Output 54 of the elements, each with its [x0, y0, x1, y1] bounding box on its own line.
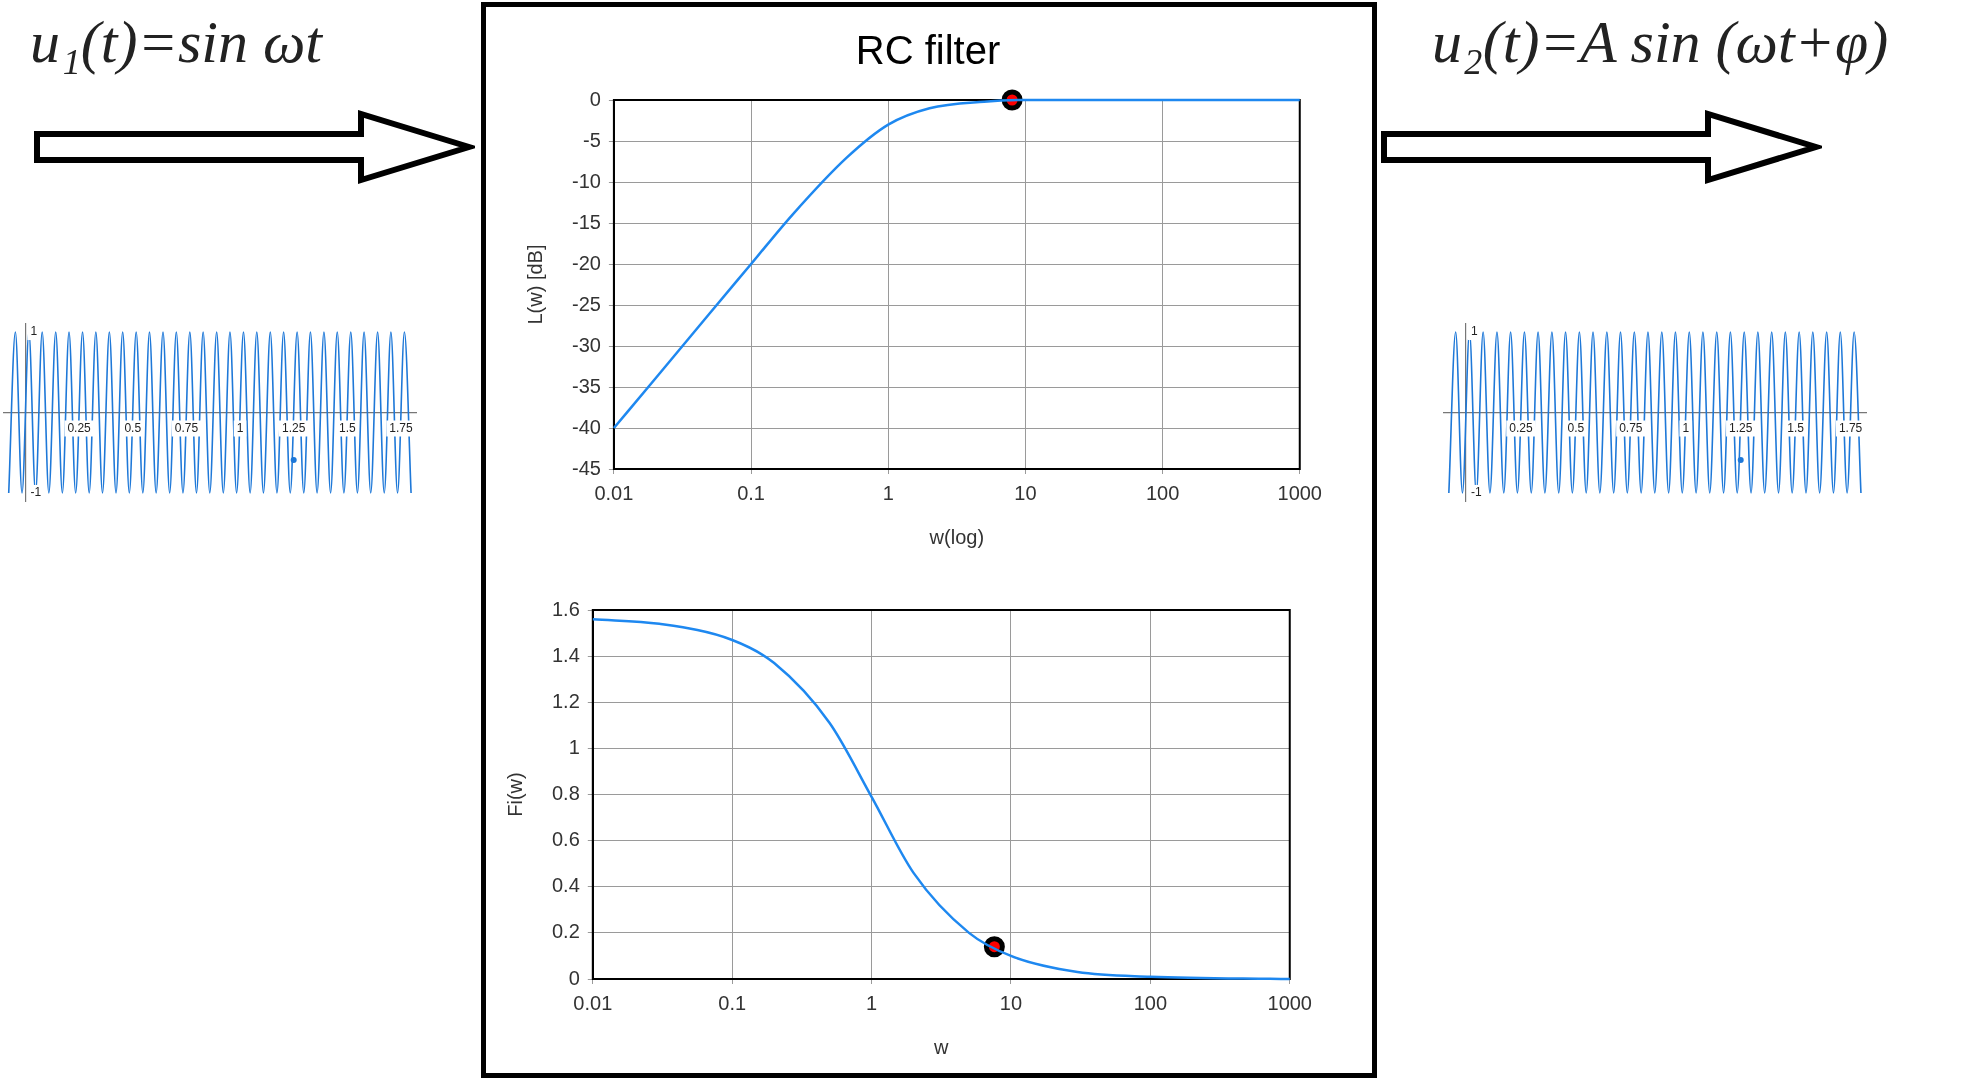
y-tick-label: 0.6: [551, 828, 580, 851]
y-tick-label: 0: [589, 87, 601, 110]
y-tick-label: -15: [572, 210, 601, 233]
x-tick-label: 1.75: [1838, 420, 1863, 435]
x-tick-label: 1.25: [1729, 420, 1753, 435]
x-tick-label: 0.01: [594, 481, 634, 504]
x-tick-label: 0.1: [737, 481, 765, 504]
y-tick-label: 0: [568, 966, 580, 989]
x-tick-label: 0.1: [718, 991, 747, 1014]
y-tick-label: -1: [30, 485, 42, 500]
x-tick-label: 1.75: [389, 420, 413, 435]
x-tick-label: 1.5: [1787, 420, 1805, 435]
chart-title: u₁(t)=sin ωt: [30, 8, 323, 77]
y-tick-label: 0.2: [551, 920, 580, 943]
y-tick-label: -20: [572, 251, 601, 274]
y-tick-label: 1.4: [551, 643, 580, 666]
y-tick-label: -45: [572, 456, 601, 479]
y-tick-label: -5: [583, 128, 601, 151]
x-tick-label: 1: [236, 420, 244, 435]
x-axis-title: w: [933, 1035, 950, 1058]
y-tick-label: -1: [1470, 485, 1482, 500]
x-tick-label: 0.5: [124, 420, 142, 435]
y-tick-label: -25: [572, 292, 601, 315]
y-tick-label: -35: [572, 374, 601, 397]
y-tick-label: -30: [572, 333, 601, 356]
y-tick-label: 1.6: [551, 597, 580, 620]
y-tick-label: -40: [572, 415, 601, 438]
y-axis-title: Fi(w): [503, 772, 526, 817]
x-tick-label: 1000: [1267, 991, 1312, 1014]
y-tick-label: 0.8: [551, 782, 580, 805]
y-tick-label: 1.2: [551, 689, 580, 712]
x-tick-label: 100: [1133, 991, 1168, 1014]
x-tick-label: 1: [1682, 420, 1690, 435]
x-tick-label: 0.5: [1567, 420, 1585, 435]
x-tick-label: 1: [866, 991, 878, 1014]
chart-title: u₂(t)=A sin (ωt+φ): [1432, 8, 1889, 77]
x-tick-label: 0.75: [1619, 420, 1643, 435]
x-tick-label: 10: [1014, 481, 1037, 504]
x-tick-label: 0.25: [1509, 420, 1533, 435]
y-axis-title: L(w) [dB]: [523, 244, 546, 325]
x-tick-label: 100: [1145, 481, 1180, 504]
chart-title: RC filter: [855, 28, 1001, 73]
y-tick-label: 1: [568, 735, 580, 758]
x-tick-label: 10: [999, 991, 1023, 1014]
x-tick-label: 0.25: [67, 420, 92, 435]
x-tick-label: 1.25: [282, 420, 306, 435]
x-tick-label: 0.75: [174, 420, 199, 435]
x-tick-label: 1000: [1277, 481, 1322, 504]
x-axis-title: w(log): [928, 525, 985, 548]
x-tick-label: 1: [882, 481, 894, 504]
y-tick-label: -10: [572, 169, 601, 192]
y-tick-label: 0.4: [551, 874, 580, 897]
x-tick-label: 1.5: [338, 420, 356, 435]
x-tick-label: 0.01: [573, 991, 613, 1014]
